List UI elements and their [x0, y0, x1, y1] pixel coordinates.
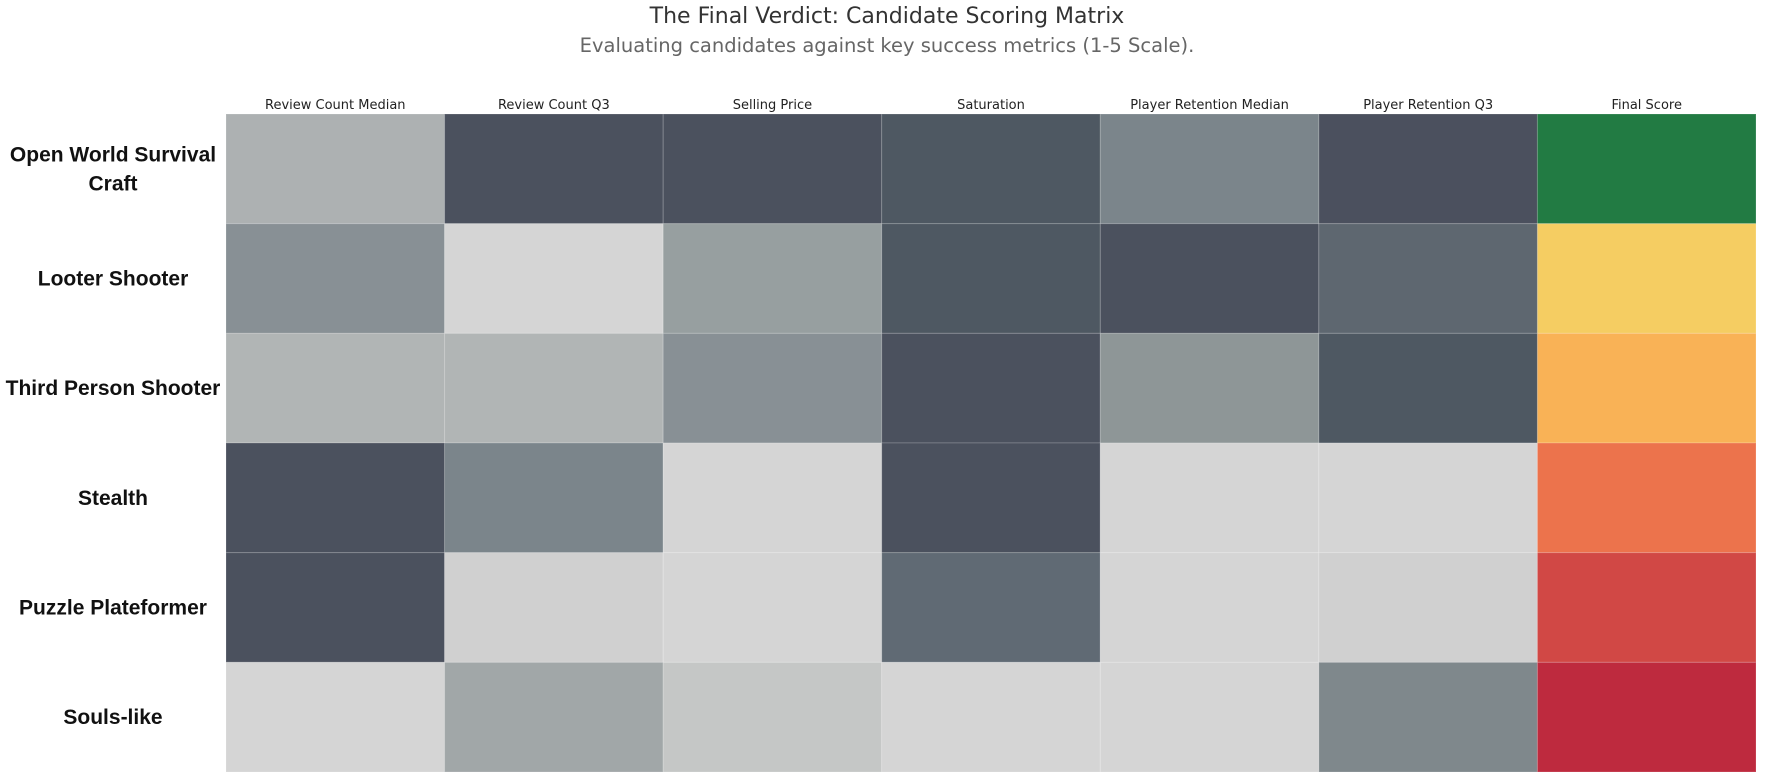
heatmap-cell [225, 661, 446, 772]
heatmap-cell [662, 113, 883, 225]
chart-subtitle: Evaluating candidates against key succes… [580, 34, 1195, 57]
heatmap-cell [225, 552, 446, 663]
heatmap-cell [1099, 661, 1320, 772]
heatmap-cell [1318, 332, 1538, 444]
heatmap-cell [881, 552, 1101, 663]
heatmap-cell [1099, 113, 1320, 225]
heatmap-cell [881, 442, 1101, 554]
row-label: Open World Survival Craft [10, 143, 216, 195]
heatmap-cell [225, 332, 446, 444]
heatmap-cell [444, 223, 664, 334]
heatmap-cell [1099, 442, 1320, 554]
heatmap-cell [444, 552, 664, 663]
heatmap-cell [1318, 661, 1538, 772]
heatmap-cell [444, 332, 664, 444]
row-label: Looter Shooter [38, 268, 189, 291]
heatmap-cell [444, 442, 664, 554]
heatmap-cell [225, 223, 446, 334]
heatmap-cell [1099, 332, 1320, 444]
heatmap-cell [444, 113, 664, 225]
column-header: Review Count Median [265, 98, 406, 113]
column-headers: Review Count Median Review Count Q3 Sellin… [265, 98, 1682, 113]
heatmap-cell [662, 223, 883, 334]
heatmap-cell [225, 442, 446, 554]
heatmap-cell [1099, 552, 1320, 663]
heatmap-cell [1536, 332, 1757, 444]
column-header: Selling Price [733, 98, 812, 113]
heatmap-cell [662, 661, 883, 772]
column-header: Review Count Q3 [498, 98, 610, 113]
heatmap-cell [881, 661, 1101, 772]
heatmap-cell [1536, 442, 1757, 554]
heatmap-cell [1536, 223, 1757, 334]
heatmap-cell [881, 113, 1101, 225]
heatmap-cell [1318, 223, 1538, 334]
heatmap-cell [1318, 113, 1538, 225]
heatmap-cell [1318, 552, 1538, 663]
row-label: Souls-like [63, 706, 162, 729]
heatmap-cell [1099, 223, 1320, 334]
row-label: Stealth [78, 487, 148, 510]
heatmap-cell [662, 332, 883, 444]
column-header: Player Retention Q3 [1363, 98, 1493, 113]
heatmap-cell [662, 442, 883, 554]
row-label: Third Person Shooter [6, 377, 221, 400]
heatmap-cell [1318, 442, 1538, 554]
heatmap-cell [225, 113, 446, 225]
heatmap-cell [444, 661, 664, 772]
row-labels: Open World Survival Craft Looter Shooter Th… [6, 143, 221, 729]
chart-title: The Final Verdict: Candidate Scoring Mat… [649, 4, 1125, 29]
heatmap-cell [662, 552, 883, 663]
column-header: Player Retention Median [1130, 98, 1289, 113]
row-label: Puzzle Plateformer [19, 597, 207, 620]
heatmap-cell [1536, 113, 1757, 225]
column-header: Saturation [957, 98, 1025, 113]
heatmap-cells [225, 113, 1757, 772]
heatmap-cell [1536, 661, 1757, 772]
heatmap-cell [1536, 552, 1757, 663]
heatmap-cell [881, 332, 1101, 444]
column-header: Final Score [1611, 98, 1682, 113]
heatmap-cell [881, 223, 1101, 334]
